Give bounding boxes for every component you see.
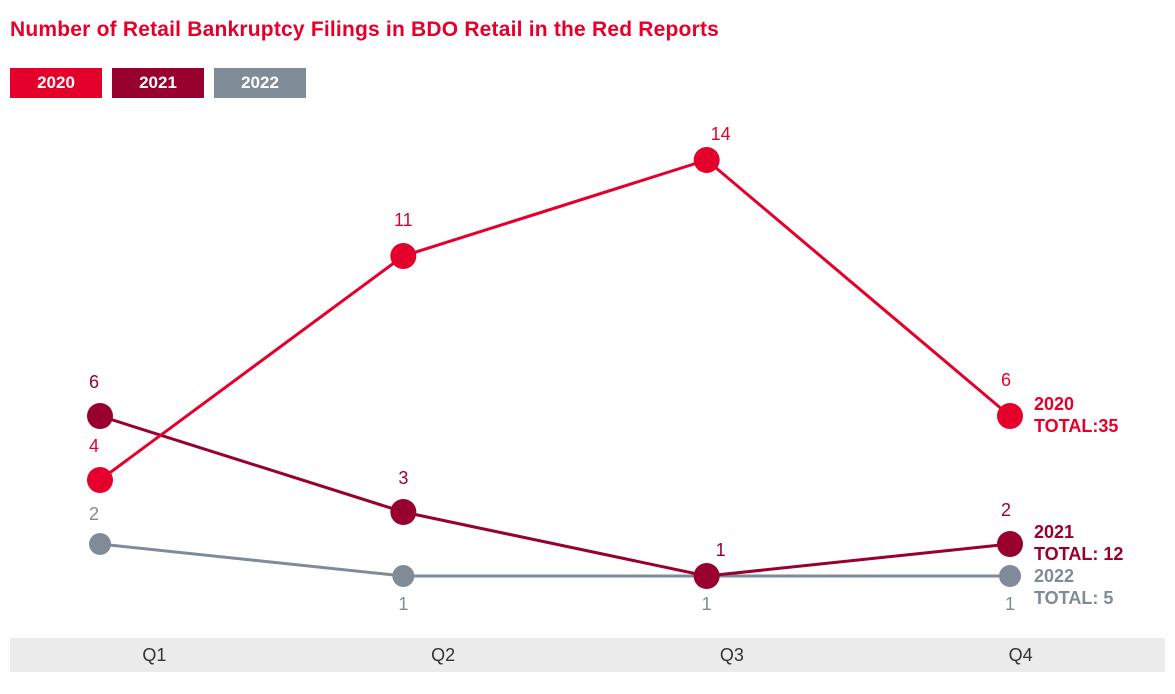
series-point-2020-q2 (390, 243, 416, 269)
x-tick-q1: Q1 (10, 638, 299, 672)
end-label-2021-line1: 2021 (1034, 522, 1074, 542)
end-label-2020-line1: 2020 (1034, 394, 1074, 414)
series-point-2020-q4 (997, 403, 1023, 429)
end-label-2022-line2: TOTAL: 5 (1034, 588, 1113, 608)
end-label-2022-line1: 2022 (1034, 566, 1074, 586)
end-label-2021-line2: TOTAL: 12 (1034, 544, 1123, 564)
series-line-2020 (100, 160, 1010, 480)
value-label-2020-q3: 14 (711, 124, 731, 144)
line-chart-svg: 411146631221112020TOTAL:352021TOTAL: 122… (10, 108, 1165, 628)
value-label-2021-q1: 6 (89, 372, 99, 392)
series-point-2022-q2 (392, 565, 414, 587)
value-label-2021-q4: 2 (1001, 500, 1011, 520)
end-label-2020-line2: TOTAL:35 (1034, 416, 1118, 436)
chart-title: Number of Retail Bankruptcy Filings in B… (10, 18, 1165, 42)
legend: 2020 2021 2022 (10, 68, 1165, 98)
x-tick-q3: Q3 (588, 638, 877, 672)
value-label-2022-q2: 1 (398, 594, 408, 614)
x-axis: Q1Q2Q3Q4 (10, 638, 1165, 672)
value-label-2021-q2: 3 (398, 468, 408, 488)
value-label-2022-q4: 1 (1005, 594, 1015, 614)
legend-item-2021: 2021 (112, 68, 204, 98)
value-label-2020-q1: 4 (89, 436, 99, 456)
legend-item-2022: 2022 (214, 68, 306, 98)
series-point-2021-q2 (390, 499, 416, 525)
value-label-2020-q4: 6 (1001, 370, 1011, 390)
x-tick-q4: Q4 (876, 638, 1165, 672)
value-label-2022-q3: 1 (702, 594, 712, 614)
series-point-2021-q1 (87, 403, 113, 429)
value-label-2021-q3: 1 (716, 540, 726, 560)
series-point-2020-q1 (87, 467, 113, 493)
value-label-2020-q2: 11 (394, 210, 413, 230)
series-point-2021-q3 (694, 563, 720, 589)
plot-area: 411146631221112020TOTAL:352021TOTAL: 122… (10, 108, 1165, 628)
series-point-2021-q4 (997, 531, 1023, 557)
x-tick-q2: Q2 (299, 638, 588, 672)
series-point-2022-q1 (89, 533, 111, 555)
value-label-2022-q1: 2 (89, 504, 99, 524)
series-point-2022-q4 (999, 565, 1021, 587)
series-line-2021 (100, 416, 1010, 576)
legend-item-2020: 2020 (10, 68, 102, 98)
chart-container: Number of Retail Bankruptcy Filings in B… (0, 0, 1175, 694)
series-point-2020-q3 (694, 147, 720, 173)
series-line-2022 (100, 544, 1010, 576)
